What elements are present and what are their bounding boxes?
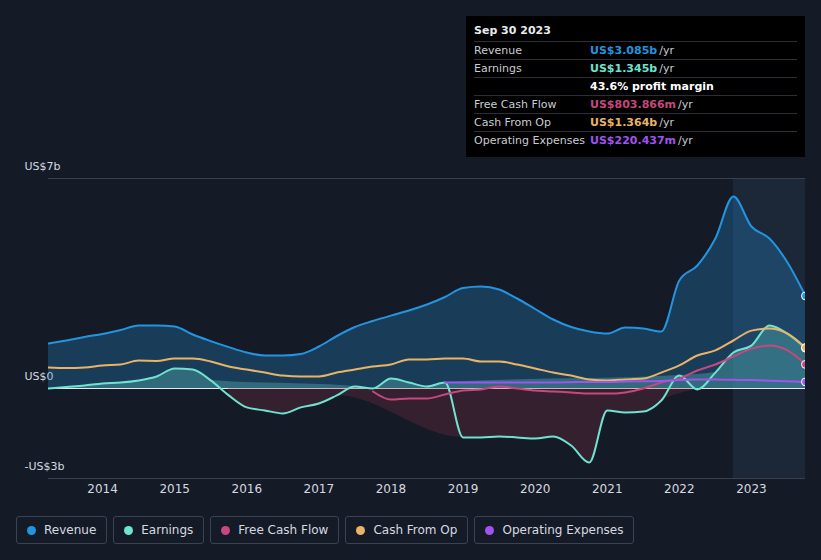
svg-text:2014: 2014 xyxy=(87,482,118,496)
html-text:Cash From Op: Cash From Op xyxy=(474,116,551,129)
html-text:43.6% profit margin: 43.6% profit margin xyxy=(590,80,714,93)
html-text:Revenue: Revenue xyxy=(474,44,522,57)
svg-text:2019: 2019 xyxy=(448,482,479,496)
svg-text:2021: 2021 xyxy=(592,482,623,496)
html-text:US$1.345b /yr: US$1.345b /yr xyxy=(590,62,674,75)
html-text:US$3.085b /yr: US$3.085b /yr xyxy=(590,44,674,57)
svg-text:2015: 2015 xyxy=(159,482,190,496)
svg-text:-US$3b: -US$3b xyxy=(25,460,65,473)
svg-text:2017: 2017 xyxy=(304,482,335,496)
html-text:Revenue: Revenue xyxy=(44,523,97,537)
svg-text:2018: 2018 xyxy=(376,482,407,496)
svg-text:2023: 2023 xyxy=(736,482,767,496)
html-text:Free Cash Flow: Free Cash Flow xyxy=(238,523,329,537)
svg-text:2016: 2016 xyxy=(231,482,262,496)
html-text:Free Cash Flow: Free Cash Flow xyxy=(474,98,557,111)
html-text:Earnings: Earnings xyxy=(474,62,522,75)
html-text:Operating Expenses: Operating Expenses xyxy=(502,523,624,537)
html-text:Operating Expenses: Operating Expenses xyxy=(474,134,585,147)
svg-text:2022: 2022 xyxy=(664,482,695,496)
svg-text:2020: 2020 xyxy=(520,482,551,496)
html-text:Earnings: Earnings xyxy=(141,523,194,537)
html-text:US$1.364b /yr: US$1.364b /yr xyxy=(590,116,674,129)
html-text:US$220.437m /yr: US$220.437m /yr xyxy=(590,134,693,147)
svg-text:US$0: US$0 xyxy=(24,370,54,383)
html-text:US$803.866m /yr: US$803.866m /yr xyxy=(590,98,693,111)
html-text:Cash From Op: Cash From Op xyxy=(373,523,458,537)
html-text:Sep 30 2023: Sep 30 2023 xyxy=(474,24,551,37)
svg-text:US$7b: US$7b xyxy=(25,160,61,173)
